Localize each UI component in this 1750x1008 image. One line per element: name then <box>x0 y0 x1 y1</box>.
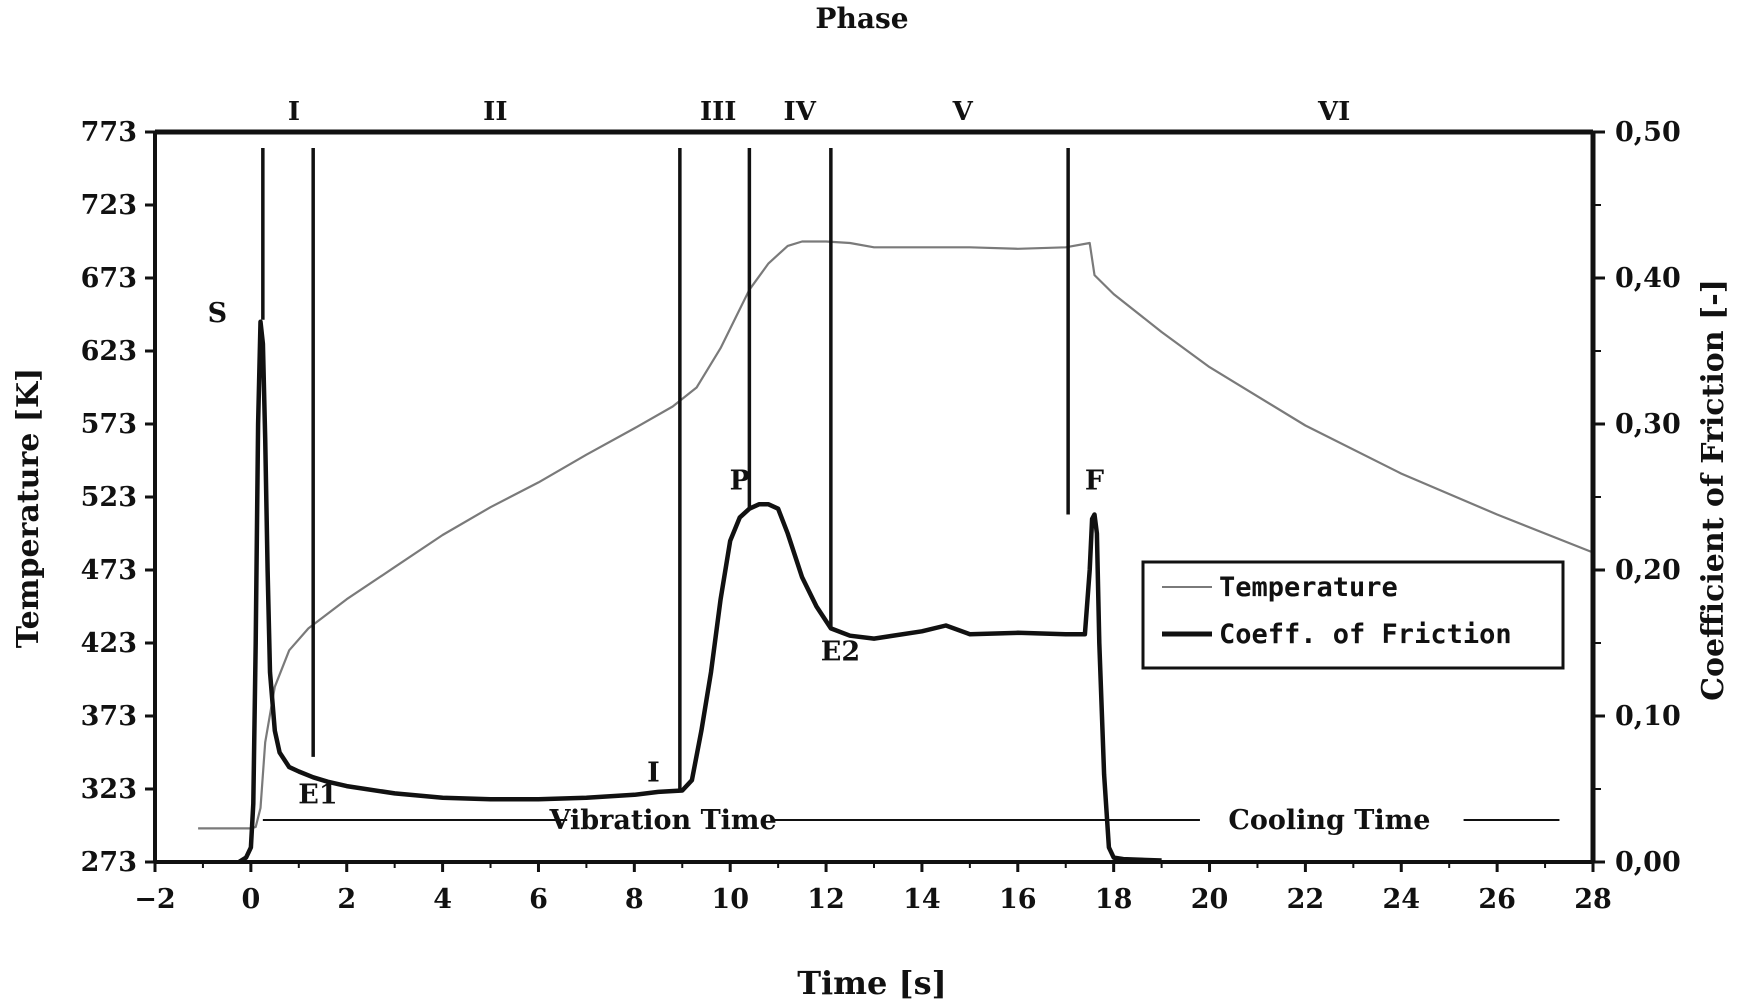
point-annotation: S <box>208 298 228 329</box>
x-tick-label: 6 <box>529 884 548 915</box>
y-axis-label-left: Temperature [K] <box>11 368 46 649</box>
legend: Temperature Coeff. of Friction <box>1141 560 1565 670</box>
y-left-tick-label: 473 <box>81 555 137 586</box>
x-tick-label: 20 <box>1191 884 1229 915</box>
cof-line <box>237 319 1162 864</box>
y-right-tick-label: 0,10 <box>1615 701 1681 732</box>
y-left-tick-label: 773 <box>81 117 137 148</box>
legend-box <box>1141 560 1565 670</box>
x-tick-label: 0 <box>241 884 260 915</box>
x-axis-label: Time [s] <box>797 964 947 1002</box>
x-tick-label: 4 <box>433 884 452 915</box>
point-annotation: E1 <box>298 780 337 811</box>
x-tick-label: 12 <box>807 884 845 915</box>
y-left-tick-label: 673 <box>81 263 137 294</box>
x-tick-label: 16 <box>999 884 1037 915</box>
point-annotation: F <box>1085 466 1104 497</box>
point-annotation: I <box>647 758 660 789</box>
phase-label: III <box>700 97 737 127</box>
x-tick-label: 28 <box>1574 884 1612 915</box>
phase-label: VI <box>1317 97 1350 127</box>
y-right-tick-label: 0,50 <box>1615 117 1681 148</box>
x-tick-label: 22 <box>1287 884 1325 915</box>
x-tick-label: 18 <box>1095 884 1133 915</box>
x-tick-label: 10 <box>711 884 749 915</box>
x-tick-label: 14 <box>903 884 941 915</box>
phase-label: IV <box>784 97 817 127</box>
x-tick-label: 24 <box>1382 884 1420 915</box>
y-left-tick-label: 373 <box>81 701 137 732</box>
vibration-time-label: Vibration Time <box>548 805 776 836</box>
y-left-tick-label: 423 <box>81 628 137 659</box>
y-left-tick-label: 723 <box>81 190 137 221</box>
y-left-tick-label: 273 <box>81 847 137 878</box>
y-left-tick-label: 623 <box>81 336 137 367</box>
y-right-tick-label: 0,00 <box>1615 847 1681 878</box>
point-annotation: E2 <box>821 637 860 668</box>
chart-title: Phase <box>815 2 908 35</box>
y-left-tick-label: 573 <box>81 409 137 440</box>
legend-cof-label: Coeff. of Friction <box>1219 619 1512 650</box>
y-right-tick-label: 0,30 <box>1615 409 1681 440</box>
legend-temperature-label: Temperature <box>1219 572 1398 603</box>
y-left-tick-label: 323 <box>81 774 137 805</box>
x-tick-label: −2 <box>134 884 175 915</box>
y-left-tick-label: 523 <box>81 482 137 513</box>
y-right-tick-label: 0,20 <box>1615 555 1681 586</box>
y-axis-label-right: Coefficient of Friction [-] <box>1696 279 1731 701</box>
temperature-line <box>198 240 1594 830</box>
phase-label: I <box>288 97 300 127</box>
x-tick-label: 2 <box>337 884 356 915</box>
point-annotation: P <box>730 466 750 497</box>
x-tick-label: 26 <box>1478 884 1516 915</box>
y-right-tick-label: 0,40 <box>1615 263 1681 294</box>
cooling-time-label: Cooling Time <box>1228 805 1430 836</box>
phase-label: II <box>483 97 507 127</box>
x-tick-label: 8 <box>625 884 644 915</box>
phase-label: V <box>952 97 974 127</box>
